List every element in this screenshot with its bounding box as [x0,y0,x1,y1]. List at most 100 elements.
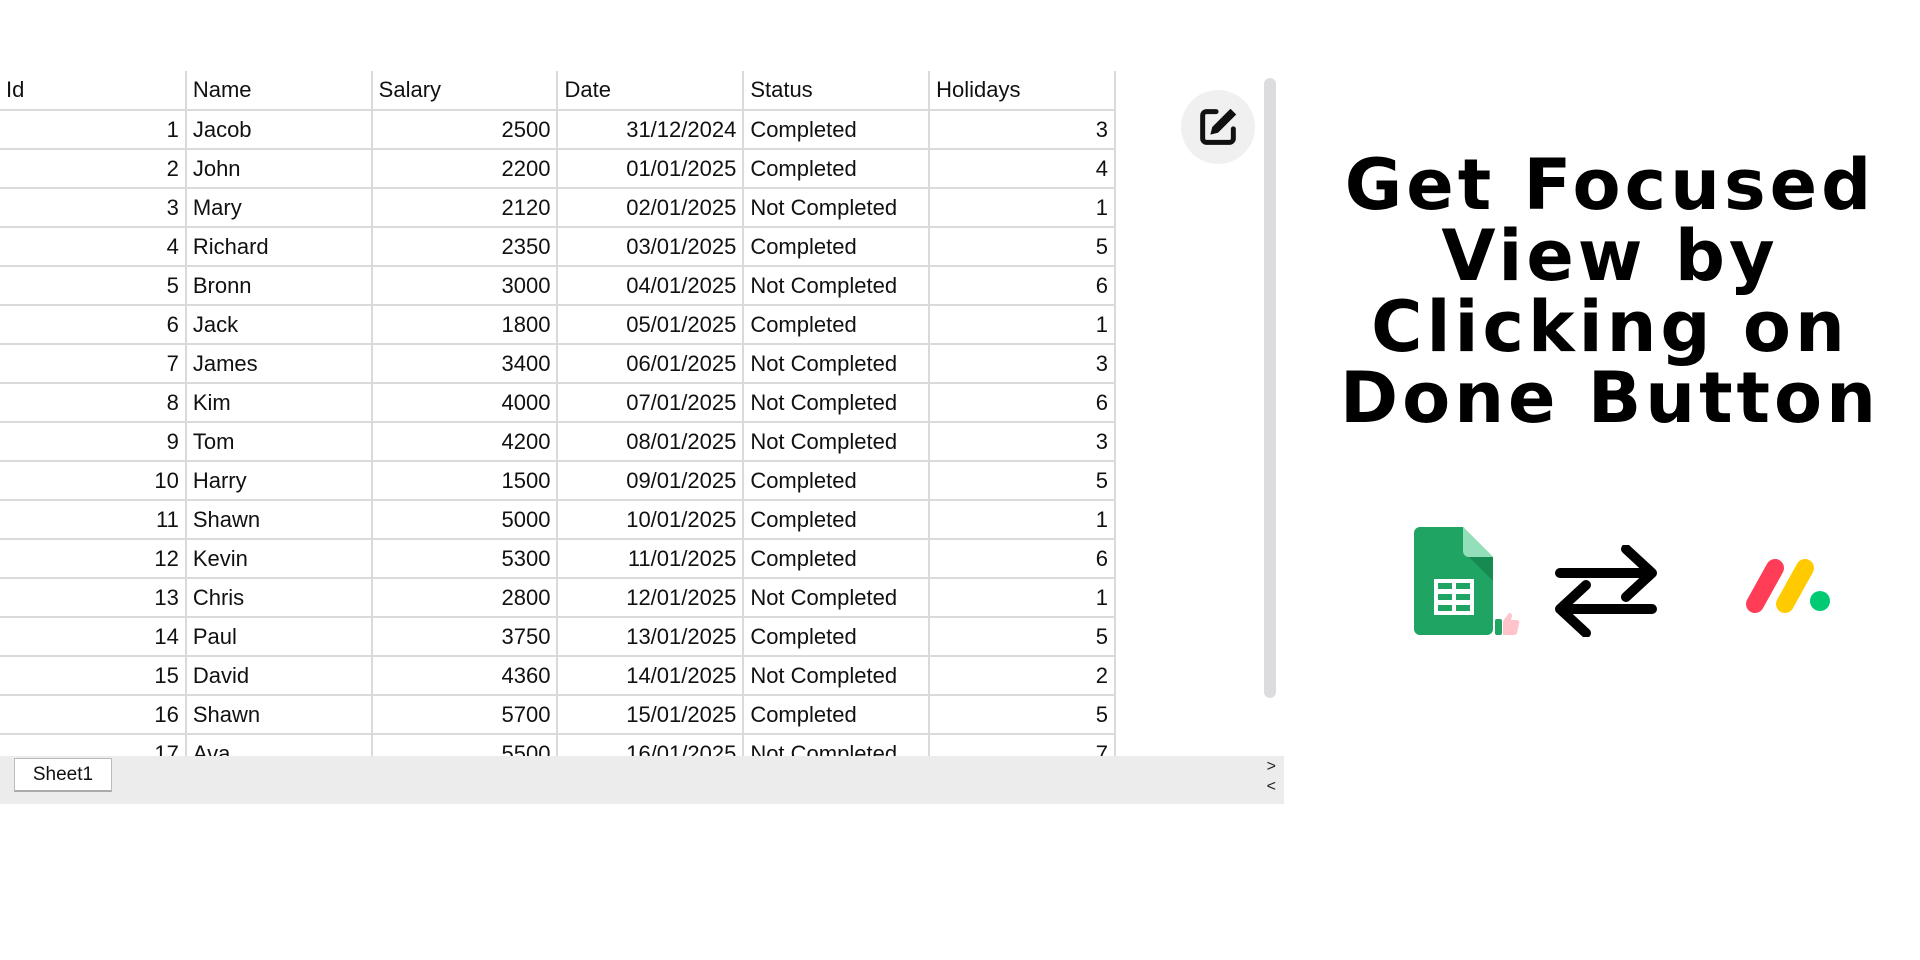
cell-status[interactable]: Not Completed [743,656,931,696]
cell-date[interactable]: 13/01/2025 [557,617,745,657]
cell-id[interactable]: 12 [0,539,187,579]
cell-salary[interactable]: 5300 [371,539,559,579]
cell-name[interactable]: Tom [185,422,373,462]
cell-status[interactable]: Completed [743,617,931,657]
cell-status[interactable]: Not Completed [743,266,931,306]
cell-holidays[interactable]: 3 [929,344,1116,384]
column-header[interactable]: Holidays [929,71,1116,111]
cell-id[interactable]: 15 [0,656,187,696]
cell-salary[interactable]: 5000 [371,500,559,540]
cell-id[interactable]: 10 [0,461,187,501]
cell-salary[interactable]: 2200 [371,149,559,189]
cell-id[interactable]: 17 [0,734,187,756]
cell-holidays[interactable]: 5 [929,695,1116,735]
cell-date[interactable]: 11/01/2025 [557,539,745,579]
cell-status[interactable]: Not Completed [743,383,931,423]
cell-name[interactable]: Chris [185,578,373,618]
cell-id[interactable]: 11 [0,500,187,540]
cell-name[interactable]: Kevin [185,539,373,579]
cell-date[interactable]: 12/01/2025 [557,578,745,618]
cell-id[interactable]: 7 [0,344,187,384]
cell-salary[interactable]: 1800 [371,305,559,345]
cell-status[interactable]: Not Completed [743,188,931,228]
cell-holidays[interactable]: 6 [929,383,1116,423]
cell-holidays[interactable]: 3 [929,422,1116,462]
cell-date[interactable]: 16/01/2025 [557,734,745,756]
cell-date[interactable]: 06/01/2025 [557,344,745,384]
cell-salary[interactable]: 5700 [371,695,559,735]
cell-id[interactable]: 16 [0,695,187,735]
cell-holidays[interactable]: 6 [929,539,1116,579]
column-header[interactable]: Name [185,71,373,111]
cell-date[interactable]: 04/01/2025 [557,266,745,306]
cell-date[interactable]: 15/01/2025 [557,695,745,735]
cell-holidays[interactable]: 5 [929,461,1116,501]
cell-date[interactable]: 31/12/2024 [557,110,745,150]
cell-salary[interactable]: 4360 [371,656,559,696]
column-header[interactable]: Salary [371,71,559,111]
cell-date[interactable]: 07/01/2025 [557,383,745,423]
spreadsheet-grid[interactable]: Id Name Salary Date Status Holidays 1 Jacob 250… [0,71,1116,756]
cell-status[interactable]: Completed [743,110,931,150]
cell-holidays[interactable]: 1 [929,578,1116,618]
cell-name[interactable]: Paul [185,617,373,657]
cell-holidays[interactable]: 7 [929,734,1116,756]
cell-name[interactable]: Jacob [185,110,373,150]
cell-name[interactable]: David [185,656,373,696]
cell-holidays[interactable]: 1 [929,188,1116,228]
cell-id[interactable]: 13 [0,578,187,618]
cell-salary[interactable]: 2120 [371,188,559,228]
cell-holidays[interactable]: 1 [929,500,1116,540]
cell-id[interactable]: 3 [0,188,187,228]
cell-date[interactable]: 01/01/2025 [557,149,745,189]
cell-date[interactable]: 10/01/2025 [557,500,745,540]
cell-status[interactable]: Completed [743,305,931,345]
cell-status[interactable]: Not Completed [743,422,931,462]
cell-holidays[interactable]: 4 [929,149,1116,189]
cell-date[interactable]: 02/01/2025 [557,188,745,228]
cell-status[interactable]: Completed [743,227,931,267]
cell-holidays[interactable]: 2 [929,656,1116,696]
cell-holidays[interactable]: 1 [929,305,1116,345]
cell-name[interactable]: Shawn [185,695,373,735]
cell-salary[interactable]: 3000 [371,266,559,306]
cell-name[interactable]: Shawn [185,500,373,540]
cell-holidays[interactable]: 3 [929,110,1116,150]
cell-status[interactable]: Not Completed [743,344,931,384]
cell-status[interactable]: Completed [743,539,931,579]
cell-name[interactable]: James [185,344,373,384]
sheet-tab-sheet1[interactable]: Sheet1 [14,758,112,792]
cell-salary[interactable]: 1500 [371,461,559,501]
cell-id[interactable]: 4 [0,227,187,267]
cell-name[interactable]: John [185,149,373,189]
cell-status[interactable]: Completed [743,695,931,735]
cell-date[interactable]: 14/01/2025 [557,656,745,696]
cell-salary[interactable]: 4200 [371,422,559,462]
cell-salary[interactable]: 3750 [371,617,559,657]
cell-status[interactable]: Completed [743,149,931,189]
cell-name[interactable]: Mary [185,188,373,228]
cell-date[interactable]: 09/01/2025 [557,461,745,501]
cell-id[interactable]: 9 [0,422,187,462]
cell-holidays[interactable]: 5 [929,617,1116,657]
cell-status[interactable]: Completed [743,461,931,501]
cell-id[interactable]: 8 [0,383,187,423]
cell-salary[interactable]: 2350 [371,227,559,267]
cell-salary[interactable]: 4000 [371,383,559,423]
cell-name[interactable]: Jack [185,305,373,345]
cell-holidays[interactable]: 6 [929,266,1116,306]
column-header[interactable]: Date [557,71,745,111]
edit-button[interactable] [1181,90,1255,164]
cell-name[interactable]: Bronn [185,266,373,306]
cell-id[interactable]: 5 [0,266,187,306]
cell-name[interactable]: Kim [185,383,373,423]
cell-salary[interactable]: 2800 [371,578,559,618]
next-sheet-button[interactable]: > [1266,758,1276,775]
cell-status[interactable]: Completed [743,500,931,540]
column-header[interactable]: Status [743,71,931,111]
cell-holidays[interactable]: 5 [929,227,1116,267]
cell-date[interactable]: 03/01/2025 [557,227,745,267]
cell-id[interactable]: 14 [0,617,187,657]
cell-id[interactable]: 6 [0,305,187,345]
cell-status[interactable]: Not Completed [743,734,931,756]
